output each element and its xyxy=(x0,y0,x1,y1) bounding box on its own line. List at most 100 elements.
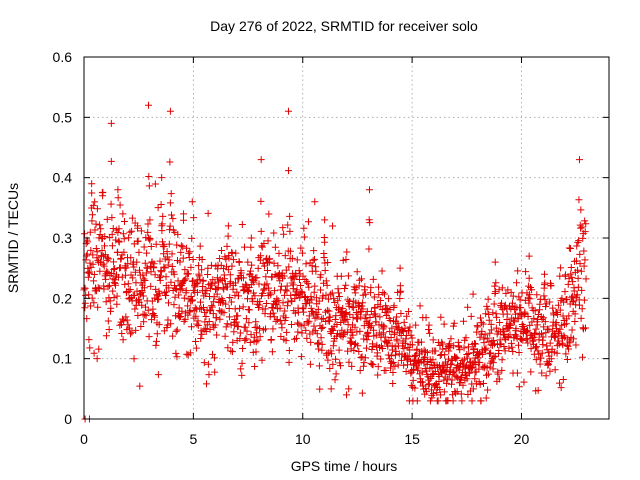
data-point xyxy=(351,289,359,297)
data-point xyxy=(273,295,281,303)
data-point xyxy=(509,292,517,300)
data-point xyxy=(390,302,398,310)
data-point xyxy=(571,318,579,326)
data-point xyxy=(119,230,127,238)
data-point xyxy=(173,353,181,361)
data-point xyxy=(160,263,168,271)
data-point xyxy=(269,309,277,317)
data-point xyxy=(376,296,384,304)
data-point xyxy=(260,239,268,247)
data-point xyxy=(379,329,387,337)
data-point xyxy=(201,290,209,298)
data-point xyxy=(507,339,515,347)
data-point xyxy=(156,257,164,265)
data-point xyxy=(396,288,404,296)
data-point xyxy=(498,284,506,292)
data-point xyxy=(244,288,252,296)
data-point xyxy=(348,362,356,370)
data-point xyxy=(467,364,475,372)
data-point xyxy=(271,287,279,295)
data-point xyxy=(247,243,255,251)
data-point xyxy=(247,234,255,242)
data-point xyxy=(138,301,146,309)
data-point xyxy=(420,359,428,367)
data-point xyxy=(203,287,211,295)
data-point xyxy=(562,350,570,358)
data-point xyxy=(302,326,310,334)
data-point xyxy=(469,359,477,367)
data-point xyxy=(114,186,122,194)
data-point xyxy=(492,288,500,296)
data-point xyxy=(274,297,282,305)
data-point xyxy=(360,335,368,343)
data-point xyxy=(96,221,104,229)
data-point xyxy=(357,313,365,321)
data-point xyxy=(259,289,267,297)
data-point xyxy=(485,310,493,318)
data-point xyxy=(182,275,190,283)
data-point xyxy=(126,285,134,293)
y-tick-label: 0.5 xyxy=(53,109,73,125)
data-point xyxy=(218,295,226,303)
data-point xyxy=(88,211,96,219)
data-point xyxy=(501,301,509,309)
data-point xyxy=(546,298,554,306)
data-point xyxy=(498,366,506,374)
data-point xyxy=(198,266,206,274)
data-point xyxy=(297,353,305,361)
data-point xyxy=(553,325,560,333)
data-point xyxy=(255,301,263,309)
data-point xyxy=(166,158,174,166)
data-point xyxy=(168,250,176,258)
data-point xyxy=(81,230,89,238)
data-point xyxy=(540,323,548,331)
data-point xyxy=(365,186,373,194)
data-point xyxy=(257,227,265,235)
data-point xyxy=(92,245,100,253)
data-point xyxy=(183,244,191,252)
data-point xyxy=(210,298,218,306)
data-point xyxy=(300,224,308,232)
data-point xyxy=(118,330,126,338)
data-point xyxy=(324,295,332,303)
data-point xyxy=(268,348,276,356)
data-point xyxy=(429,390,437,398)
data-point xyxy=(100,285,108,293)
data-point xyxy=(394,319,402,327)
data-point xyxy=(245,287,253,295)
data-point xyxy=(421,353,429,361)
data-point xyxy=(397,356,405,364)
data-point xyxy=(551,366,559,374)
data-point xyxy=(151,271,159,279)
data-point xyxy=(507,321,515,329)
data-point xyxy=(526,295,534,303)
data-point xyxy=(187,293,195,301)
data-point xyxy=(385,295,393,303)
data-point xyxy=(492,324,500,332)
data-point xyxy=(331,315,339,323)
data-point xyxy=(432,347,440,355)
data-point xyxy=(567,270,575,278)
data-point xyxy=(359,305,367,313)
data-point xyxy=(339,304,347,312)
data-point xyxy=(391,351,399,359)
data-point xyxy=(129,274,137,282)
data-point xyxy=(581,228,589,236)
data-point xyxy=(525,274,533,282)
data-point xyxy=(327,290,335,298)
data-point xyxy=(455,342,463,350)
data-point xyxy=(527,345,535,353)
data-point xyxy=(396,264,404,272)
data-point xyxy=(142,269,150,277)
data-point xyxy=(323,281,331,289)
data-point xyxy=(313,330,321,338)
data-point xyxy=(146,236,154,244)
data-point xyxy=(133,287,141,295)
data-point xyxy=(370,293,378,301)
data-point xyxy=(269,304,277,312)
data-point xyxy=(575,156,583,164)
data-point xyxy=(101,242,109,250)
data-point xyxy=(524,313,532,321)
data-point xyxy=(243,327,251,335)
data-point xyxy=(578,305,586,313)
